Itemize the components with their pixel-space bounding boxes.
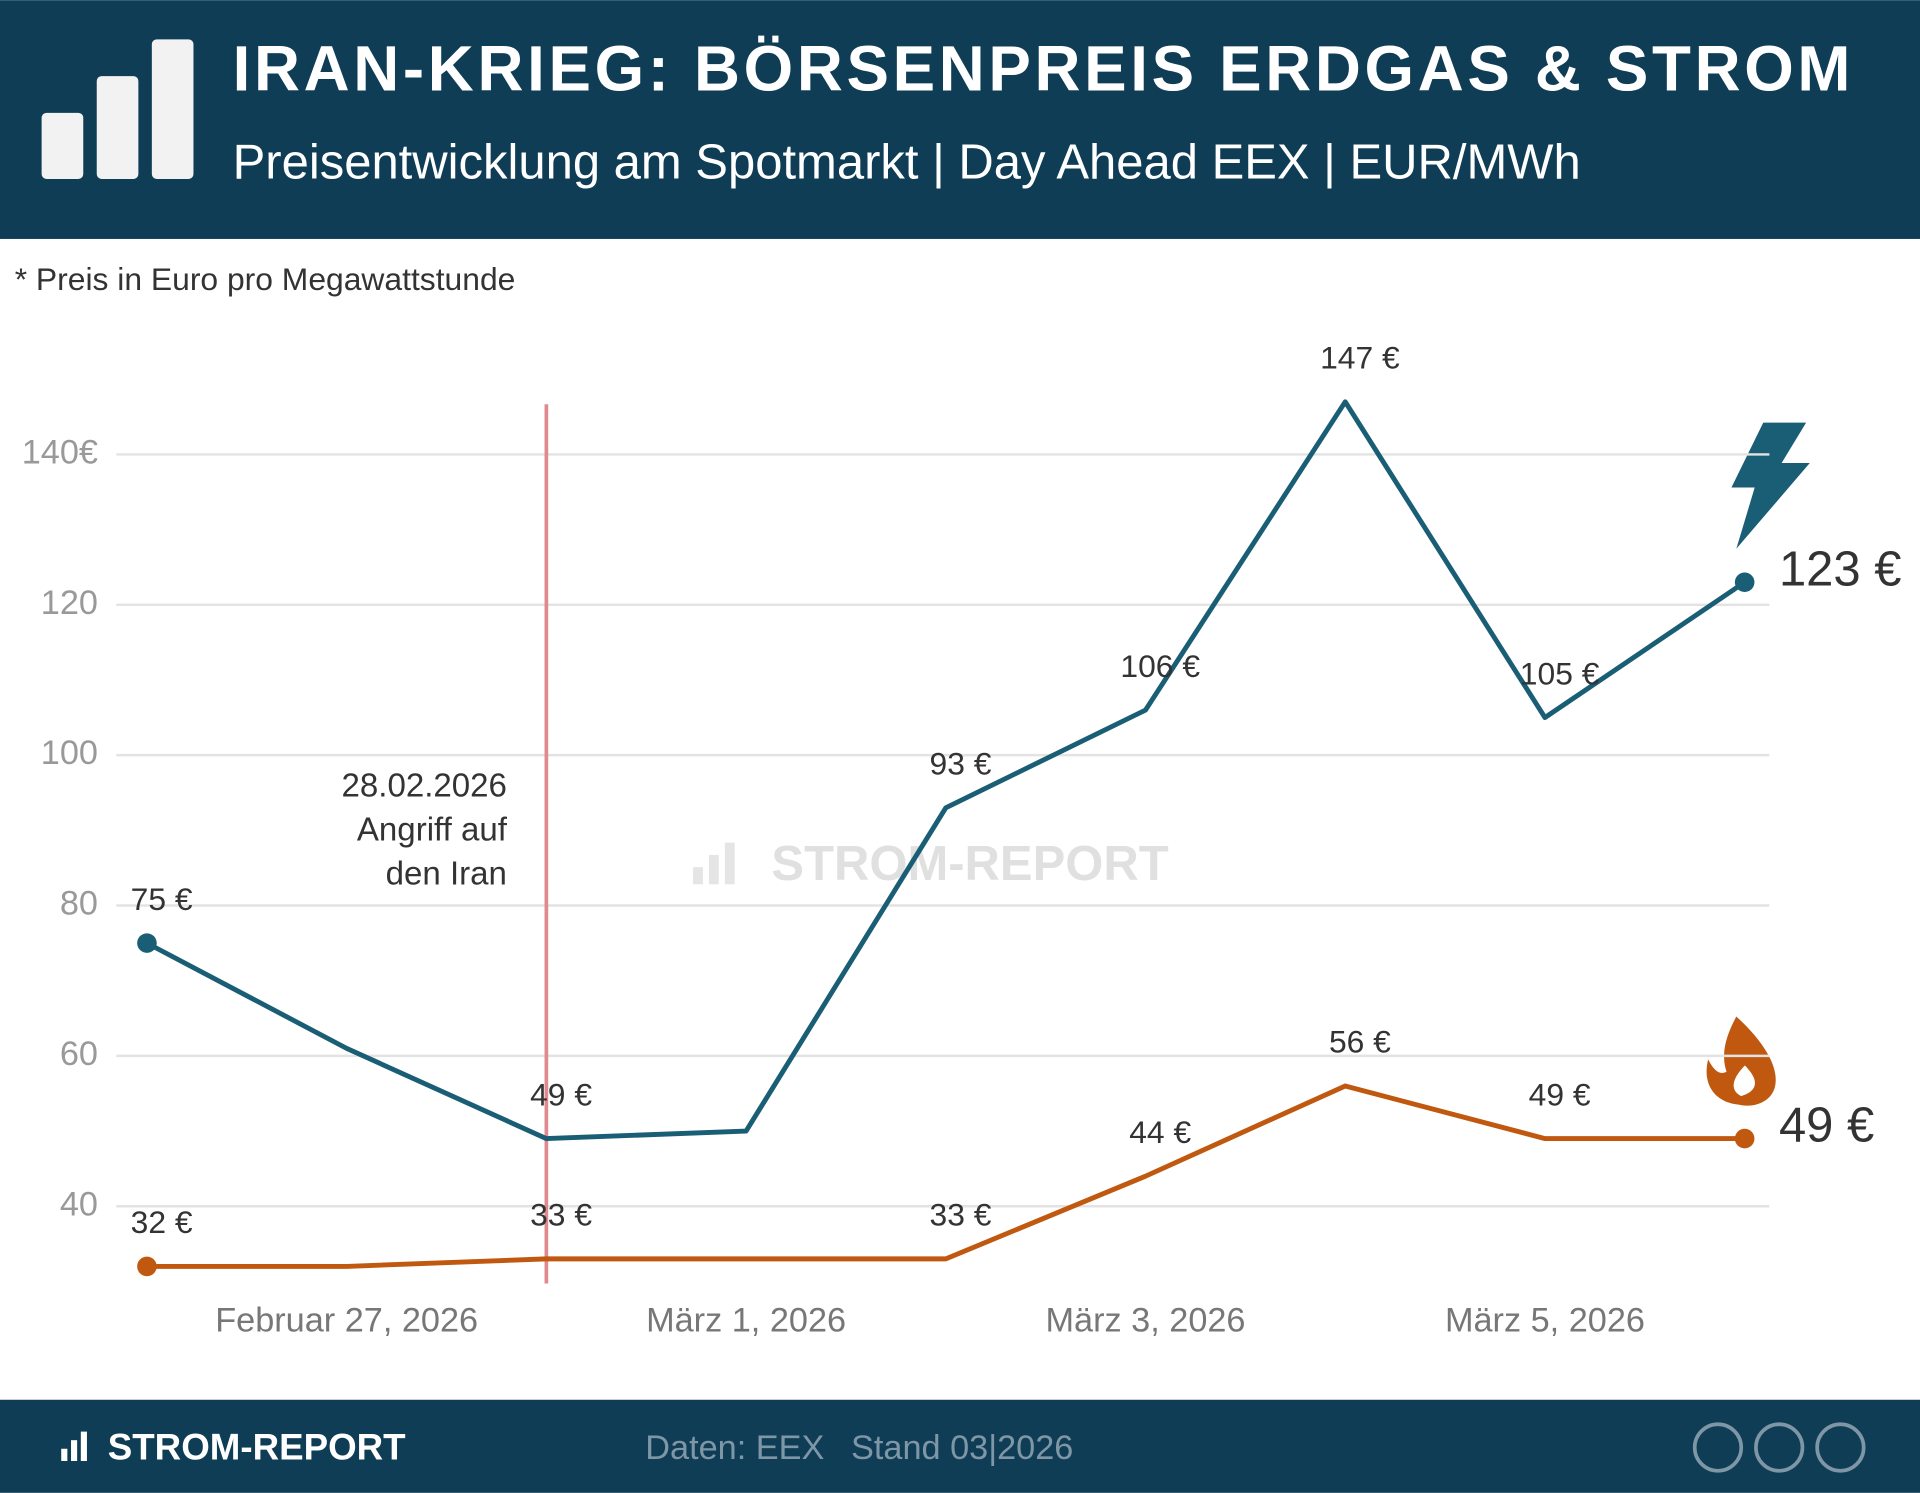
value-label: 75 € [131,881,193,917]
y-tick-label: 100 [41,734,98,772]
series-line [145,399,1747,1142]
license-icons [1692,1422,1866,1473]
y-tick-label: 140€ [22,433,98,471]
value-label: 106 € [1120,648,1200,684]
annotation: 28.02.2026 [342,767,507,804]
x-tick-label: Februar 27, 2026 [215,1302,478,1340]
point [1734,572,1755,593]
point [1734,1128,1755,1149]
y-tick-label: 80 [60,885,98,923]
value-label: 33 € [930,1197,992,1233]
value-label: 49 € [1529,1076,1591,1112]
value-label: 44 € [1129,1114,1191,1150]
value-label: 49 € [1779,1099,1874,1153]
note: * Preis in Euro pro Megawattstunde [15,261,516,297]
footer-source: Daten: EEX [645,1429,824,1467]
y-tick-label: 60 [60,1035,98,1073]
power-icon [1731,422,1810,549]
x-tick-label: März 3, 2026 [1046,1302,1246,1340]
value-label: 105 € [1520,655,1600,691]
point [137,933,157,953]
y-tick-label: 120 [41,584,98,622]
point [137,1256,157,1277]
footer-logo [61,1431,87,1461]
x-tick-label: März 1, 2026 [646,1302,846,1340]
subtitle: Preisentwicklung am Spotmarkt | Day Ahea… [233,135,1581,189]
annotation: den Iran [386,855,507,892]
footer-bg [0,1399,1920,1493]
header-bg [0,0,1920,239]
footer-date: Stand 03|2026 [851,1429,1073,1467]
value-label: 93 € [930,746,992,782]
logo-icon [41,39,194,179]
y-tick-label: 40 [60,1185,98,1223]
title: IRAN-KRIEG: BÖRSENPREIS ERDGAS & STROM [233,33,1854,104]
value-label: 33 € [530,1197,592,1233]
value-label: 56 € [1329,1024,1391,1060]
value-label: 32 € [131,1204,193,1240]
x-tick-label: März 5, 2026 [1445,1302,1645,1340]
series-line [146,1083,1745,1269]
annotation: Angriff auf [357,811,508,848]
footer-brand: STROM-REPORT [108,1427,406,1468]
gas-icon [1706,1016,1776,1106]
watermark-text: STROM-REPORT [771,837,1168,891]
value-label: 147 € [1320,340,1400,376]
value-label: 49 € [530,1076,592,1112]
value-label: 123 € [1779,542,1902,596]
watermark: STROM-REPORT [693,837,1169,891]
